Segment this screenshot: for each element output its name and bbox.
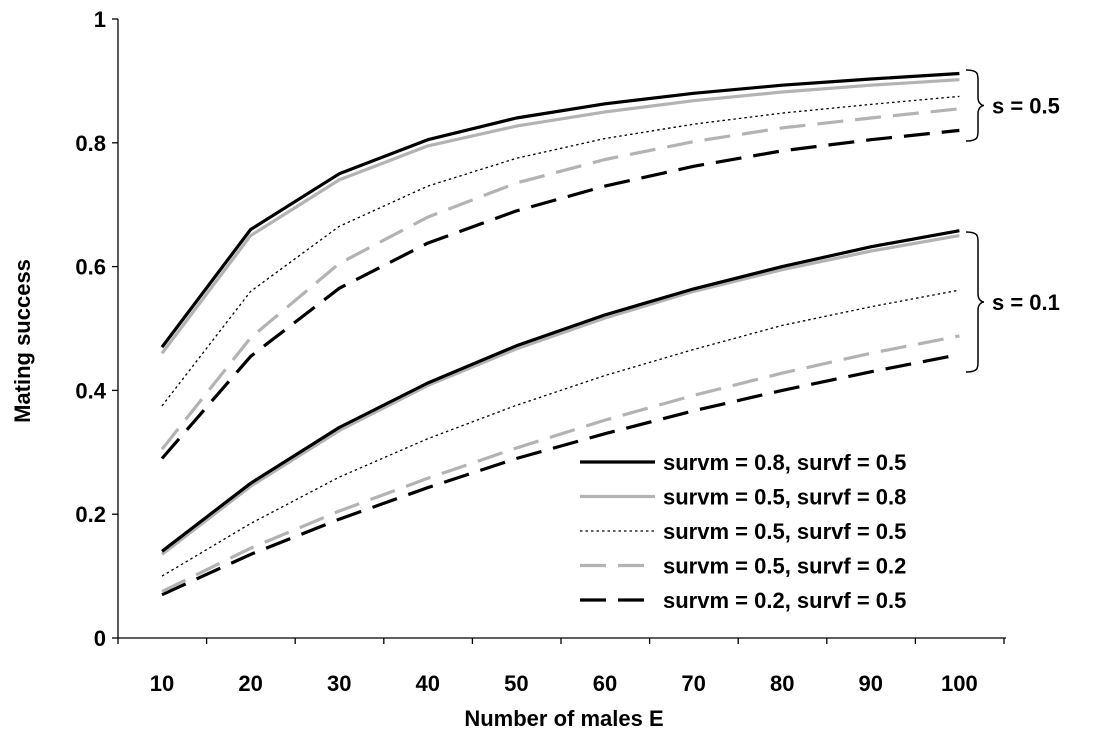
- x-tick-label: 40: [416, 671, 440, 696]
- y-tick-label: 0: [94, 626, 106, 651]
- series-line-group2: [161, 289, 960, 577]
- series-line-group1: [160, 78, 960, 355]
- legend-label: survm = 0.2, survf = 0.5: [663, 588, 906, 613]
- series-line-group1: [160, 128, 960, 460]
- x-tick-label: 10: [150, 671, 174, 696]
- legend: survm = 0.8, survf = 0.5 survm = 0.5, sur…: [580, 450, 906, 613]
- series-line-group2: [161, 229, 960, 553]
- x-tick-label: 60: [593, 671, 617, 696]
- group-label: s = 0.1: [992, 290, 1060, 315]
- legend-label: survm = 0.8, survf = 0.5: [663, 450, 906, 475]
- legend-label: survm = 0.5, survf = 0.5: [663, 519, 906, 544]
- series-line-group2: [161, 234, 960, 556]
- group-brackets: s = 0.5 s = 0.1: [965, 69, 1060, 373]
- x-tick-label: 70: [681, 671, 705, 696]
- series-line-group2: [161, 352, 960, 597]
- legend-label: survm = 0.5, survf = 0.2: [663, 554, 906, 579]
- x-tick-label: 20: [238, 671, 262, 696]
- y-tick-label: 0.4: [75, 378, 106, 403]
- y-tick-label: 0.8: [75, 131, 106, 156]
- group-brace: [965, 231, 985, 373]
- group-label: s = 0.5: [992, 94, 1060, 119]
- axes: 0 0.2 0.4 0.6 0.8 1 10 20 30 40 50 60 70 80 90 100: [75, 7, 1006, 696]
- x-tick-label: 80: [770, 671, 794, 696]
- series-line-group1: [161, 95, 960, 407]
- series-line-group2: [161, 334, 960, 594]
- series-layer: [160, 71, 960, 597]
- group-brace: [965, 69, 985, 142]
- x-tick-label: 50: [504, 671, 528, 696]
- legend-label: survm = 0.5, survf = 0.8: [663, 485, 906, 510]
- series-line-group1: [160, 71, 960, 349]
- x-axis-label: Number of males E: [464, 706, 663, 731]
- x-tick-label: 90: [859, 671, 883, 696]
- y-tick-label: 0.2: [75, 502, 106, 527]
- y-tick-label: 1: [94, 7, 106, 32]
- x-tick-label: 30: [327, 671, 351, 696]
- y-axis-label: Mating success: [10, 259, 35, 423]
- series-line-group1: [160, 107, 960, 451]
- x-tick-label: 100: [941, 671, 978, 696]
- y-tick-label: 0.6: [75, 255, 106, 280]
